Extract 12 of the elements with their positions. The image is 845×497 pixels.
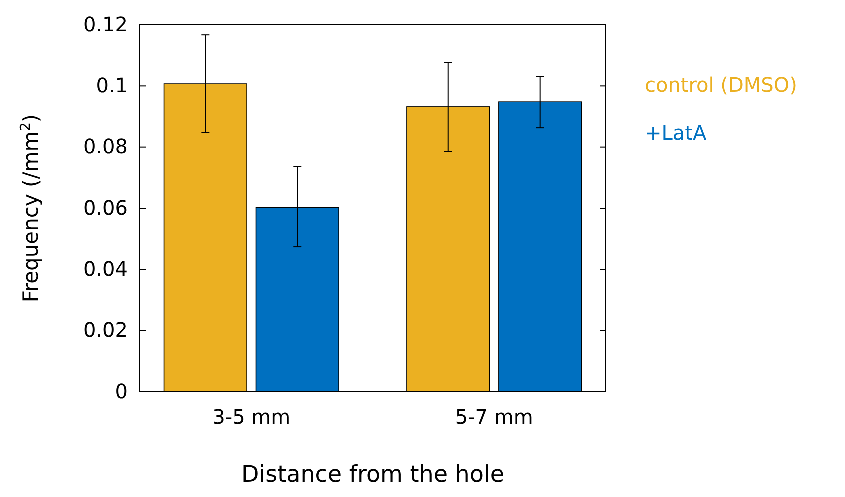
y-tick-label: 0.04 <box>83 257 128 282</box>
text: +LatA <box>645 121 707 145</box>
legend-label: control (DMSO) <box>645 73 798 97</box>
y-tick-label: 0.06 <box>83 196 128 220</box>
x-tick-label: 3-5 mm <box>212 405 291 430</box>
y-tick-label: 0.1 <box>96 74 128 98</box>
y-tick-label: 0.02 <box>83 318 128 342</box>
x-tick-label: 5-7 mm <box>455 405 534 430</box>
y-tick-label: 0 <box>115 379 128 404</box>
y-tick-label: 0.08 <box>83 134 128 159</box>
y-tick-label: 0.12 <box>83 12 128 36</box>
x-axis-title: Distance from the hole <box>242 462 504 488</box>
